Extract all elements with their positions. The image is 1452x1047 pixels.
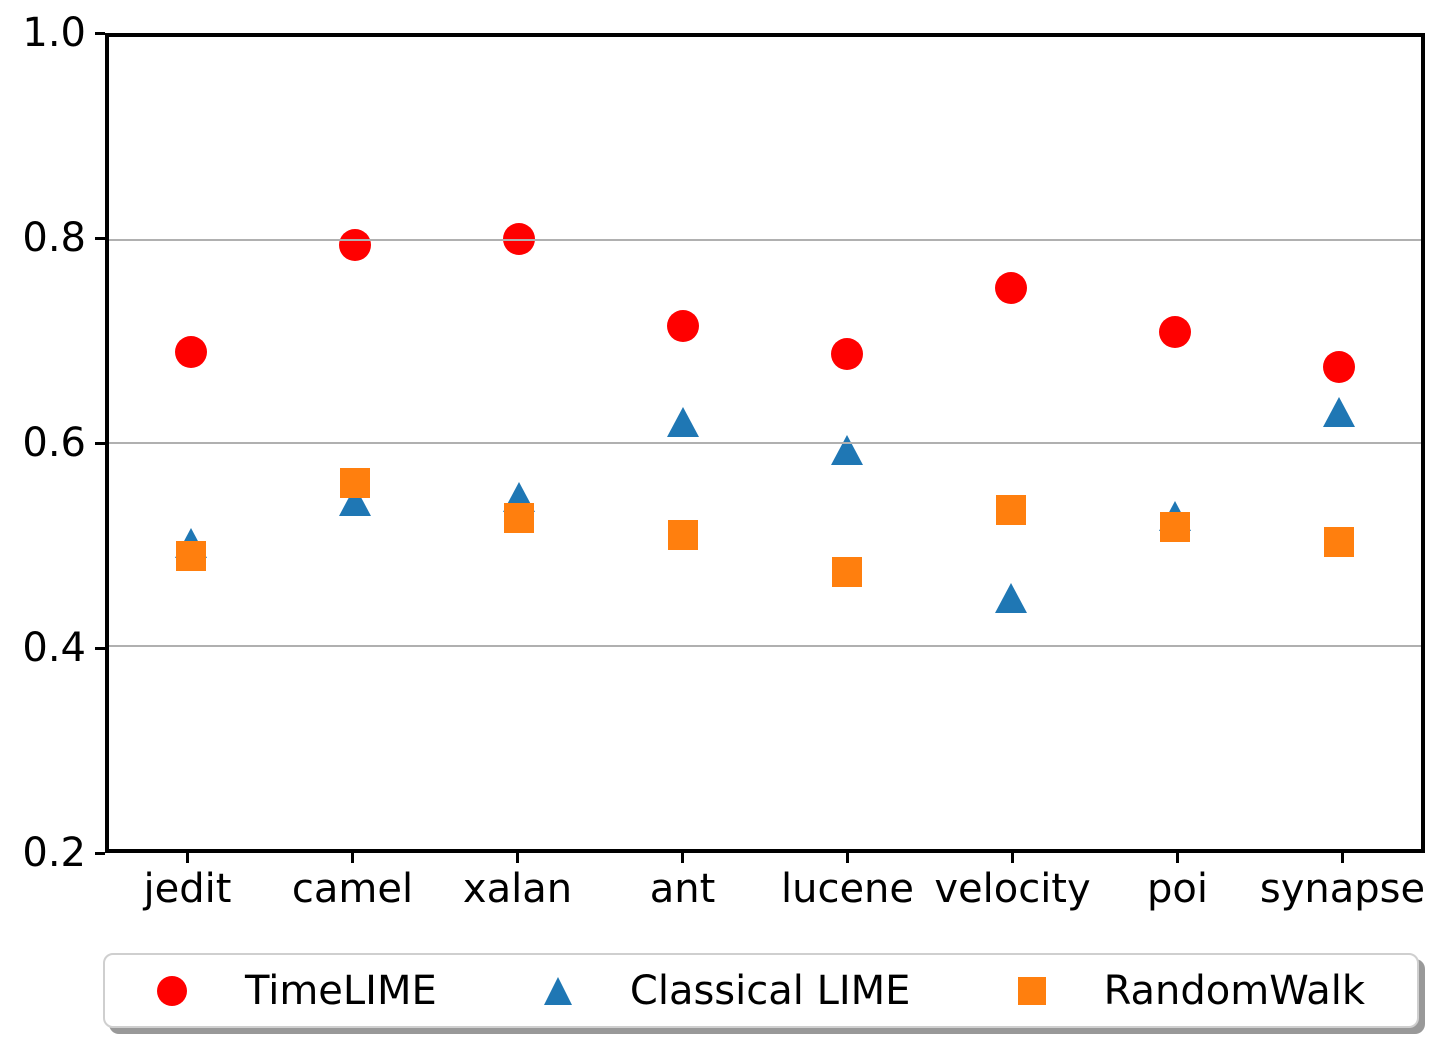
gridline bbox=[109, 239, 1421, 241]
timelime-circle-icon bbox=[157, 975, 187, 1006]
x-tick-mark bbox=[516, 853, 519, 863]
data-point-randomwalk-lucene bbox=[832, 556, 862, 587]
x-tick-mark bbox=[351, 853, 354, 863]
y-tick-label: 0.4 bbox=[22, 625, 86, 671]
y-tick-mark bbox=[95, 646, 105, 650]
y-tick-mark bbox=[95, 236, 105, 240]
legend-label-classical-lime: Classical LIME bbox=[629, 967, 911, 1014]
randomwalk-square-icon bbox=[1017, 976, 1046, 1005]
plot-area bbox=[105, 33, 1425, 853]
x-tick-label-xalan: xalan bbox=[462, 866, 573, 912]
data-point-timelime-jedit bbox=[175, 335, 207, 368]
x-tick-mark bbox=[1176, 853, 1179, 863]
y-tick-label: 0.6 bbox=[22, 420, 86, 466]
legend-item-randomwalk: RandomWalk bbox=[1017, 967, 1365, 1014]
data-point-randomwalk-jedit bbox=[176, 540, 206, 571]
x-tick-label-poi: poi bbox=[1147, 866, 1208, 912]
x-tick-label-camel: camel bbox=[291, 866, 414, 912]
x-tick-mark bbox=[681, 853, 684, 863]
data-point-classical-lime-lucene bbox=[831, 435, 863, 466]
x-tick-label-ant: ant bbox=[649, 866, 716, 912]
y-tick-label: 1.0 bbox=[22, 10, 86, 56]
x-tick-mark bbox=[186, 853, 189, 863]
data-point-classical-lime-ant bbox=[667, 406, 699, 437]
legend-label-randomwalk: RandomWalk bbox=[1103, 967, 1365, 1014]
classical-lime-triangle-icon bbox=[543, 976, 572, 1005]
data-point-randomwalk-xalan bbox=[504, 503, 534, 534]
x-tick-label-lucene: lucene bbox=[780, 866, 915, 912]
x-tick-mark bbox=[846, 853, 849, 863]
y-tick-mark bbox=[95, 441, 105, 445]
x-tick-label-jedit: jedit bbox=[143, 866, 232, 912]
legend-label-timelime: TimeLIME bbox=[245, 967, 437, 1014]
data-point-timelime-ant bbox=[667, 310, 699, 343]
gridline bbox=[109, 442, 1421, 444]
x-tick-mark bbox=[1341, 853, 1344, 863]
legend: TimeLIME Classical LIME RandomWalk bbox=[103, 953, 1419, 1028]
data-point-randomwalk-synapse bbox=[1324, 527, 1354, 558]
data-point-timelime-poi bbox=[1159, 316, 1191, 349]
y-tick-mark bbox=[95, 31, 105, 35]
data-point-timelime-synapse bbox=[1323, 350, 1355, 383]
data-point-classical-lime-velocity bbox=[995, 583, 1027, 614]
legend-item-classical-lime: Classical LIME bbox=[543, 967, 911, 1014]
x-tick-label-velocity: velocity bbox=[934, 866, 1091, 912]
y-tick-label: 0.2 bbox=[22, 830, 86, 876]
data-point-classical-lime-synapse bbox=[1323, 396, 1355, 427]
data-point-timelime-velocity bbox=[995, 271, 1027, 304]
legend-item-timelime: TimeLIME bbox=[157, 971, 437, 1011]
data-point-timelime-lucene bbox=[831, 337, 863, 370]
x-tick-mark bbox=[1011, 853, 1014, 863]
data-point-randomwalk-velocity bbox=[996, 494, 1026, 525]
data-point-randomwalk-ant bbox=[668, 520, 698, 551]
data-point-timelime-camel bbox=[339, 229, 371, 262]
data-point-randomwalk-poi bbox=[1160, 512, 1190, 543]
x-tick-label-synapse: synapse bbox=[1259, 866, 1426, 912]
data-point-timelime-xalan bbox=[503, 222, 535, 255]
gridline bbox=[109, 645, 1421, 647]
y-tick-label: 0.8 bbox=[22, 215, 86, 261]
y-tick-mark bbox=[95, 851, 105, 855]
data-point-randomwalk-camel bbox=[340, 467, 370, 498]
